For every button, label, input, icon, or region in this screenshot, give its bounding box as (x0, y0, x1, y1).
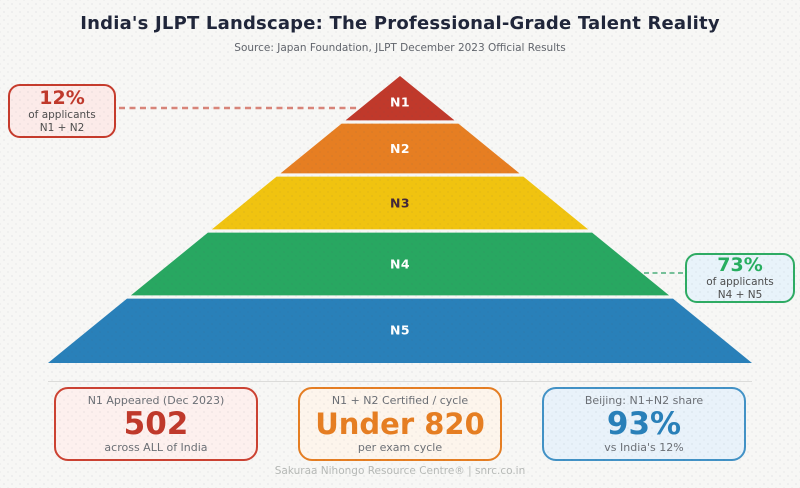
pyramid-level-n5 (48, 298, 752, 363)
callout-n1-n2-value: 12% (39, 86, 85, 109)
stat-card-sub: vs India's 12% (604, 440, 684, 454)
stat-card-label: Beijing: N1+N2 share (584, 393, 704, 407)
stat-card-sub: per exam cycle (357, 440, 443, 454)
callout-n4-n5-value: 73% (717, 253, 763, 276)
pyramid-level-label-n4: N4 (390, 257, 410, 272)
callout-n1-n2-line1: of applicants (28, 108, 96, 121)
stat-card-label: N1 Appeared (Dec 2023) (87, 393, 225, 407)
pyramid-level-n3 (211, 176, 589, 230)
stat-card-n1-n2-certified: N1 + N2 Certified / cycle Under 820 per … (298, 387, 502, 461)
callout-n4-n5-line1: of applicants (706, 275, 774, 288)
stat-card-sub: across ALL of India (104, 440, 208, 454)
stat-card-value: Under 820 (315, 406, 485, 441)
stat-card-n1-appeared: N1 Appeared (Dec 2023) 502 across ALL of… (54, 387, 258, 461)
pyramid-level-n4 (130, 232, 670, 296)
callout-n4-n5-line2: N4 + N5 (717, 288, 763, 301)
callout-n1-n2-line2: N1 + N2 (39, 121, 85, 134)
callout-n4-n5: 73% of applicants N4 + N5 (685, 253, 795, 303)
stat-card-value: 502 (123, 405, 189, 442)
stats-row: N1 Appeared (Dec 2023) 502 across ALL of… (0, 387, 800, 461)
footer-credit: Sakuraa Nihongo Resource Centre® | snrc.… (274, 465, 526, 477)
callout-n1-n2: 12% of applicants N1 + N2 (8, 84, 116, 138)
pyramid-level-label-n2: N2 (390, 141, 410, 156)
stat-card-label: N1 + N2 Certified / cycle (331, 393, 469, 407)
stat-card-value: 93% (606, 405, 682, 442)
pyramid-level-label-n3: N3 (390, 196, 410, 211)
stat-card-beijing-share: Beijing: N1+N2 share 93% vs India's 12% (542, 387, 746, 461)
pyramid-level-n1 (345, 76, 455, 121)
divider-line (48, 381, 752, 382)
pyramid-level-label-n5: N5 (390, 323, 410, 338)
chart-title: India's JLPT Landscape: The Professional… (80, 13, 720, 34)
chart-subtitle: Source: Japan Foundation, JLPT December … (234, 42, 566, 54)
pyramid-level-n2 (280, 123, 520, 174)
pyramid-level-label-n1: N1 (390, 95, 410, 110)
